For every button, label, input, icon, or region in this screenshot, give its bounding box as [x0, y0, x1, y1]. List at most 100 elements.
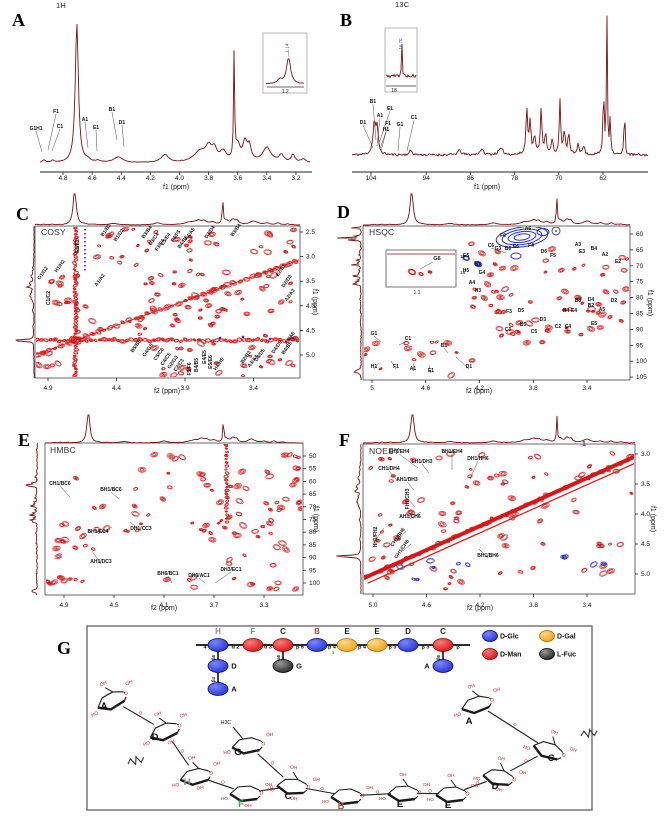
graphic: [598, 469, 606, 474]
graphic: [49, 279, 54, 283]
graphic: [411, 577, 415, 581]
tick-label: 4.5: [109, 602, 118, 609]
graphic: [601, 273, 605, 276]
plot-frame: [44, 442, 304, 596]
leader-line: [111, 111, 118, 141]
graphic: [214, 362, 218, 364]
graphic: [299, 507, 302, 510]
graphic: [274, 338, 277, 341]
graphic: [456, 562, 461, 565]
leader-line: [408, 499, 416, 508]
contour-blob: [73, 277, 78, 281]
contour-blob: [618, 461, 624, 467]
graphic: [455, 351, 458, 354]
graphic: [74, 303, 78, 306]
graphic: [73, 367, 78, 371]
graphic: [603, 265, 609, 269]
graphic: [220, 519, 223, 522]
contour-blob: [73, 280, 79, 285]
contour-blob: [377, 570, 384, 574]
contour-blob: [417, 351, 426, 358]
contour-blob: [225, 517, 228, 520]
hydroxyl-label: OH: [125, 679, 135, 688]
residue-letter: E: [374, 627, 380, 636]
leader-line: [428, 364, 432, 374]
graphic: [113, 324, 120, 329]
contour-blob: [435, 540, 443, 546]
contour-blob: [224, 291, 232, 297]
contour-blob: [263, 338, 270, 344]
contour-blob: [282, 496, 290, 502]
contour-blob: [89, 331, 96, 336]
contour-blob: [443, 587, 448, 591]
graphic: [72, 360, 77, 365]
graphic: [501, 482, 505, 486]
graphic: [219, 519, 223, 522]
graphic: [146, 513, 150, 517]
contour-blob: [602, 289, 610, 295]
graphic: [72, 373, 78, 377]
leader-line: [373, 335, 382, 343]
graphic: [250, 248, 259, 255]
graphic: [264, 334, 267, 337]
graphic: [256, 272, 262, 277]
contour-blob: [172, 312, 178, 317]
ch2oh-arm: [552, 736, 556, 745]
assignment-label: E3: [579, 249, 585, 255]
glycosidic-bond: [359, 793, 392, 796]
graphic: [232, 531, 237, 535]
graphic: [139, 338, 142, 341]
graphic: [286, 452, 293, 458]
contour-blob: [498, 515, 503, 520]
graphic: [504, 545, 507, 547]
graphic: [159, 371, 168, 377]
glycosidic-bond: [171, 741, 190, 766]
graphic: [209, 324, 212, 327]
graphic: [203, 299, 209, 302]
contour-blob: [72, 261, 77, 266]
assignment-label: C2: [555, 324, 562, 330]
contour-blob: [301, 258, 305, 262]
assignment-label: EH1/EH4: [389, 449, 410, 455]
tick-label: 5.0: [306, 352, 315, 359]
tick-label: 5.0: [641, 571, 650, 578]
panel-letter-g: G: [57, 638, 72, 658]
contour-blob: [472, 287, 478, 291]
graphic: [532, 318, 539, 322]
spectrum-trace: [265, 58, 305, 85]
contour-blob: [283, 249, 289, 254]
linkage-sub: 3: [332, 650, 335, 655]
graphic: [630, 492, 633, 495]
graphic: [235, 290, 242, 295]
graphic: [107, 234, 111, 237]
residue-letter: G: [296, 662, 302, 671]
graphic: [296, 467, 300, 470]
graphic: [303, 789, 308, 794]
tick-label: 3.8: [529, 602, 538, 609]
contour-blob: [254, 337, 261, 342]
assignment-label: BH1/EC4: [87, 529, 108, 535]
graphic: [65, 300, 71, 304]
graphic: [187, 578, 192, 583]
graphic: [431, 566, 436, 569]
contour-blob: [225, 485, 229, 489]
inset-tick: 1.2: [282, 89, 289, 95]
graphic: [137, 467, 147, 473]
contour-field: [364, 451, 634, 591]
graphic: [242, 485, 250, 492]
contour-blob: [182, 337, 189, 342]
tick-label: 4.2: [475, 385, 484, 392]
hydroxyl-label: HO: [267, 787, 275, 794]
graphic: [268, 517, 275, 523]
assignment-label: E4/E5: [202, 350, 208, 364]
contour-blob: [598, 543, 605, 548]
graphic: [267, 522, 272, 525]
graphic: [79, 532, 87, 540]
graphic: [74, 351, 78, 354]
linkage-label: β 4: [328, 645, 337, 651]
graphic: [150, 344, 159, 352]
assignment-label: H1: [371, 364, 378, 370]
graphic: [391, 474, 396, 478]
graphic: [264, 249, 271, 255]
